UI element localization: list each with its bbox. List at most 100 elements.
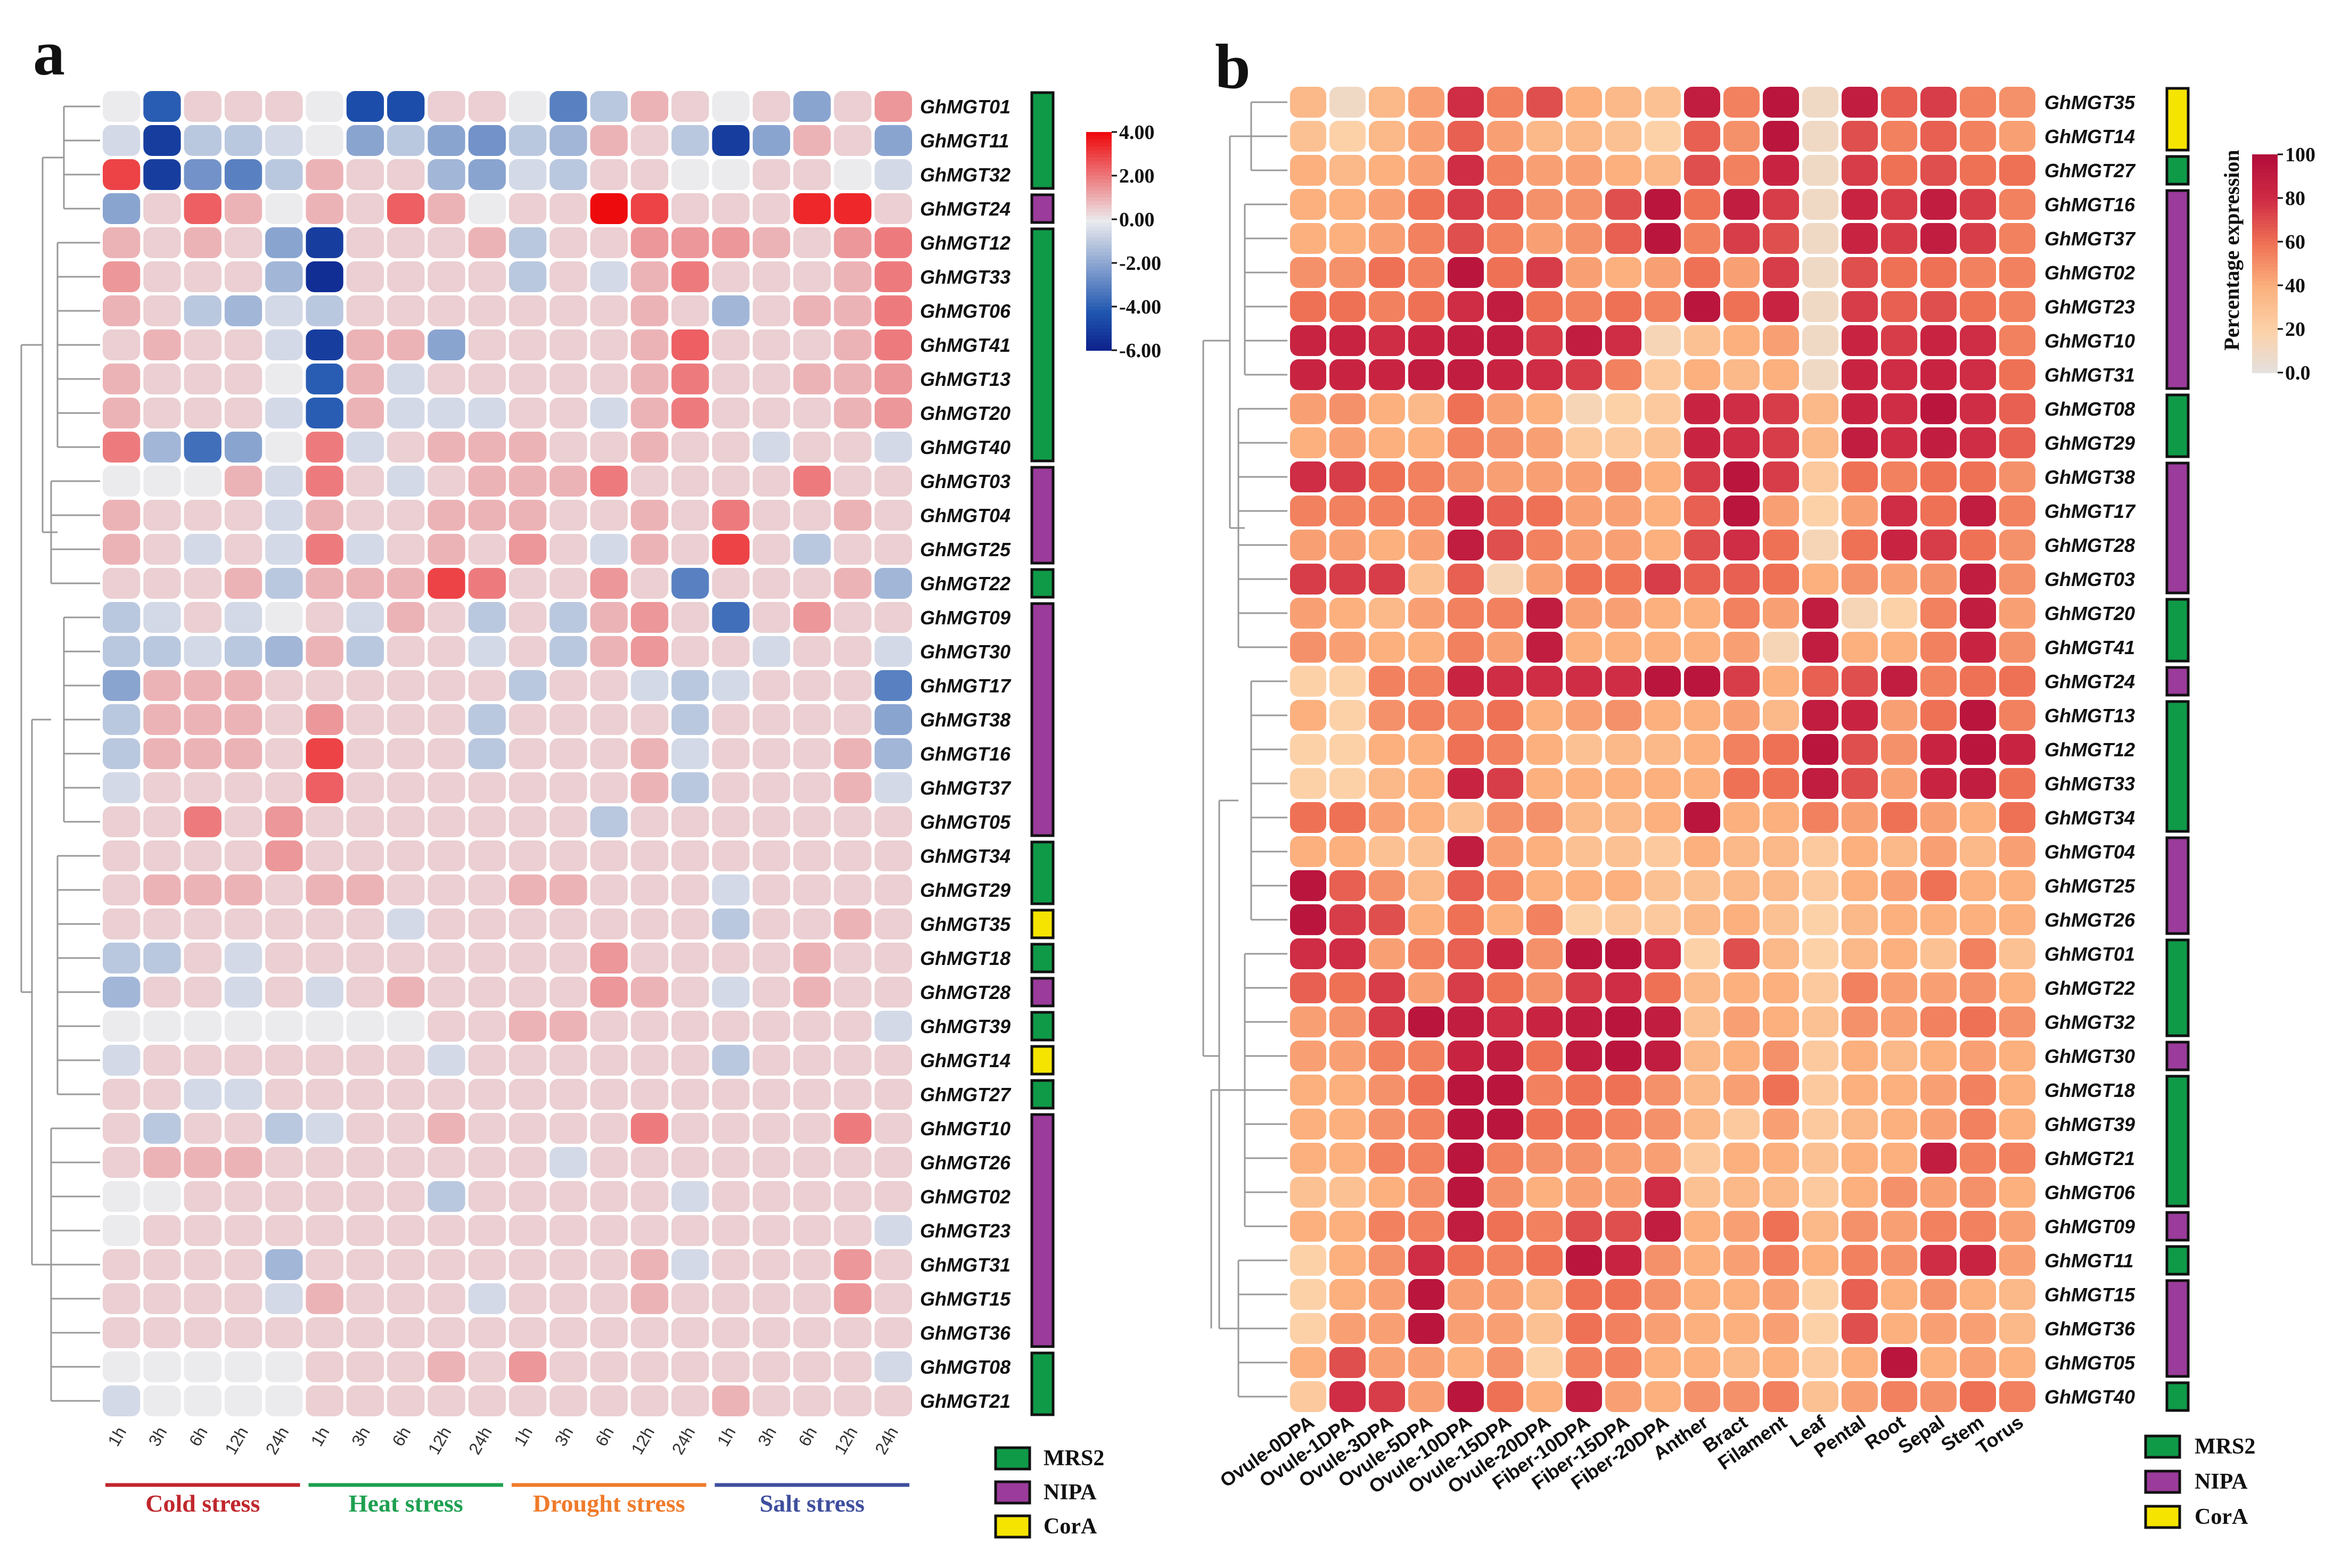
- time-label: 6h: [388, 1424, 414, 1450]
- heatmap-cell: [1487, 598, 1523, 629]
- heatmap-cell: [306, 1283, 343, 1314]
- heatmap-cell: [306, 261, 343, 292]
- heatmap-cell: [1723, 530, 1760, 560]
- heatmap-cell: [1960, 598, 1996, 629]
- heatmap-cell: [103, 874, 141, 905]
- heatmap-cell: [306, 1079, 343, 1110]
- family-bar: [2165, 1381, 2190, 1412]
- heatmap-cell: [1526, 1143, 1563, 1174]
- heatmap-cell: [874, 1249, 912, 1280]
- heatmap-cell: [224, 772, 262, 803]
- heatmap-cell: [346, 772, 384, 803]
- colorbar-segment: [2252, 256, 2278, 261]
- heatmap-cell: [549, 261, 587, 292]
- heatmap-cell: [834, 534, 872, 565]
- heatmap-cell: [1408, 359, 1444, 390]
- heatmap-cell: [1408, 1279, 1444, 1310]
- heatmap-cell: [1645, 1313, 1681, 1344]
- heatmap-cell: [671, 1011, 709, 1042]
- heatmap-cell: [1369, 359, 1405, 390]
- heatmap-cell: [752, 806, 791, 837]
- heatmap-cell: [1881, 393, 1917, 424]
- heatmap-cell: [1369, 1143, 1405, 1174]
- heatmap-cell: [1605, 291, 1641, 322]
- heatmap-cell: [1448, 530, 1484, 560]
- heatmap-cell: [428, 840, 465, 871]
- panel-b-letter: b: [1215, 31, 1251, 102]
- heatmap-cell: [1487, 291, 1523, 322]
- gene-label: GhMGT41: [2044, 637, 2135, 658]
- colorbar-segment: [2252, 161, 2278, 166]
- heatmap-cell: [793, 1385, 831, 1416]
- colorbar-segment: [2252, 191, 2278, 195]
- heatmap-cell: [1999, 768, 2035, 799]
- heatmap-cell: [1369, 1177, 1405, 1208]
- heatmap-cell: [184, 1045, 221, 1076]
- heatmap-cell: [103, 568, 141, 599]
- heatmap-cell: [265, 1283, 303, 1314]
- heatmap-cell: [103, 977, 141, 1008]
- heatmap-cell: [1369, 1245, 1405, 1276]
- heatmap-cell: [1290, 768, 1326, 799]
- heatmap-cell: [590, 874, 628, 905]
- heatmap-cell: [1684, 564, 1720, 595]
- heatmap-cell: [468, 1317, 506, 1348]
- heatmap-cell: [509, 1215, 547, 1246]
- time-label: 1h: [307, 1424, 333, 1450]
- heatmap-cell: [1881, 325, 1917, 356]
- heatmap-cell: [1842, 121, 1878, 152]
- heatmap-cell: [428, 398, 465, 428]
- heatmap-cell: [1723, 734, 1760, 765]
- family-bar: [2165, 1075, 2190, 1208]
- heatmap-cell: [428, 159, 465, 190]
- heatmap-cell: [1684, 666, 1720, 697]
- colorbar-segment: [1086, 266, 1112, 271]
- colorbar-segment: [1086, 299, 1112, 304]
- colorbar-segment: [1086, 176, 1112, 180]
- colorbar-segment: [2252, 230, 2278, 235]
- heatmap-cell: [428, 943, 465, 973]
- heatmap-cell: [103, 125, 141, 156]
- colorbar-segment: [2252, 212, 2278, 217]
- time-label: 12h: [424, 1424, 455, 1458]
- gene-label: GhMGT14: [920, 1050, 1011, 1071]
- heatmap-cell: [834, 943, 872, 973]
- heatmap-cell: [793, 1181, 831, 1212]
- heatmap-cell: [874, 91, 912, 122]
- gene-label: GhMGT21: [2044, 1148, 2135, 1169]
- heatmap-cell: [793, 704, 831, 735]
- heatmap-cell: [1802, 598, 1838, 629]
- gene-label: GhMGT20: [2044, 603, 2135, 624]
- heatmap-cell: [874, 1045, 912, 1076]
- heatmap-cell: [1526, 393, 1563, 424]
- heatmap-cell: [1487, 530, 1523, 560]
- heatmap-cell: [1802, 632, 1838, 663]
- heatmap-cell: [1487, 325, 1523, 356]
- heatmap-cell: [630, 977, 669, 1008]
- heatmap-cell: [1645, 257, 1681, 288]
- heatmap-cell: [346, 1249, 384, 1280]
- heatmap-cell: [671, 568, 709, 599]
- heatmap-cell: [1605, 121, 1641, 152]
- heatmap-cell: [874, 1147, 912, 1178]
- heatmap-cell: [1684, 155, 1720, 186]
- heatmap-cell: [1408, 768, 1444, 799]
- heatmap-cell: [387, 1079, 425, 1110]
- legend-swatch: [994, 1446, 1031, 1471]
- heatmap-cell: [1566, 1075, 1602, 1105]
- heatmap-cell: [1999, 1211, 2035, 1242]
- heatmap-cell: [1960, 1177, 1996, 1208]
- heatmap-cell: [590, 432, 628, 463]
- heatmap-cell: [265, 909, 303, 939]
- heatmap-cell: [428, 1181, 465, 1212]
- heatmap-cell: [752, 1147, 791, 1178]
- heatmap-cell: [468, 738, 506, 769]
- heatmap-cell: [1605, 427, 1641, 458]
- heatmap-cell: [671, 636, 709, 667]
- heatmap-cell: [265, 977, 303, 1008]
- heatmap-cell: [874, 1079, 912, 1110]
- colorbar-segment: [1086, 313, 1112, 318]
- heatmap-cell: [1802, 1313, 1838, 1344]
- heatmap-cell: [1290, 461, 1326, 492]
- heatmap-cell: [752, 704, 791, 735]
